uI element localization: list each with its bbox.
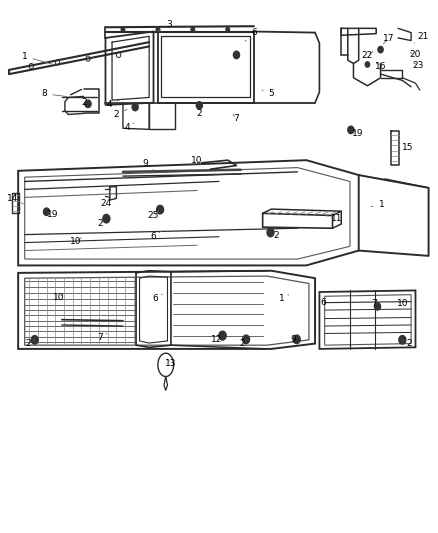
- Text: 5: 5: [262, 89, 274, 98]
- Text: 6: 6: [153, 294, 162, 303]
- Circle shape: [31, 336, 38, 344]
- Text: 6: 6: [245, 28, 257, 41]
- Text: 14: 14: [7, 194, 23, 204]
- Text: 22: 22: [362, 51, 373, 60]
- Text: 10: 10: [53, 293, 64, 302]
- Text: 7: 7: [233, 114, 239, 123]
- Circle shape: [43, 208, 49, 215]
- Text: 2: 2: [82, 98, 88, 107]
- Text: 4: 4: [124, 123, 134, 132]
- Text: 9: 9: [142, 159, 153, 170]
- Text: 2: 2: [25, 338, 34, 348]
- Text: 1: 1: [279, 294, 289, 303]
- Text: 17: 17: [383, 35, 394, 44]
- Text: 1: 1: [371, 200, 384, 209]
- Circle shape: [132, 103, 138, 111]
- Circle shape: [293, 335, 300, 344]
- Circle shape: [219, 332, 226, 340]
- Text: 2: 2: [197, 109, 202, 118]
- Text: 19: 19: [352, 129, 364, 138]
- Text: 2: 2: [113, 109, 127, 119]
- Text: 1: 1: [22, 52, 55, 65]
- Text: 19: 19: [46, 211, 58, 220]
- Circle shape: [226, 27, 230, 31]
- Text: 25: 25: [148, 212, 159, 221]
- Circle shape: [85, 100, 91, 108]
- Circle shape: [374, 303, 381, 310]
- Circle shape: [103, 214, 110, 223]
- Text: 9: 9: [290, 335, 296, 344]
- Text: 21: 21: [415, 33, 429, 43]
- Text: 11: 11: [326, 214, 343, 223]
- Circle shape: [191, 27, 194, 31]
- Text: 10: 10: [397, 299, 408, 308]
- Text: 23: 23: [413, 61, 424, 70]
- Text: 3: 3: [158, 20, 172, 31]
- Circle shape: [267, 228, 274, 237]
- Text: 6: 6: [320, 298, 326, 307]
- Text: 4: 4: [106, 100, 120, 109]
- Text: 2: 2: [239, 339, 246, 348]
- Text: 6: 6: [151, 231, 161, 241]
- Circle shape: [348, 126, 354, 134]
- Text: 7: 7: [371, 299, 377, 308]
- Circle shape: [378, 46, 383, 53]
- Text: 10: 10: [191, 156, 202, 165]
- Circle shape: [399, 336, 406, 344]
- Circle shape: [219, 332, 226, 340]
- Circle shape: [243, 335, 250, 344]
- Text: 16: 16: [375, 62, 386, 70]
- Text: 20: 20: [409, 51, 420, 59]
- Circle shape: [121, 27, 125, 31]
- Circle shape: [233, 51, 240, 59]
- Circle shape: [365, 62, 370, 67]
- Circle shape: [156, 27, 159, 31]
- Text: 12: 12: [211, 335, 223, 344]
- Text: 8: 8: [42, 89, 67, 98]
- Circle shape: [156, 205, 163, 214]
- Text: 2: 2: [270, 231, 279, 240]
- Text: 15: 15: [399, 143, 413, 152]
- Text: 10: 10: [70, 237, 81, 246]
- Text: 13: 13: [165, 359, 177, 368]
- Text: 2: 2: [403, 339, 412, 348]
- Text: 2: 2: [97, 220, 103, 229]
- Text: 24: 24: [101, 197, 115, 208]
- Circle shape: [196, 102, 202, 109]
- Text: 7: 7: [97, 333, 107, 342]
